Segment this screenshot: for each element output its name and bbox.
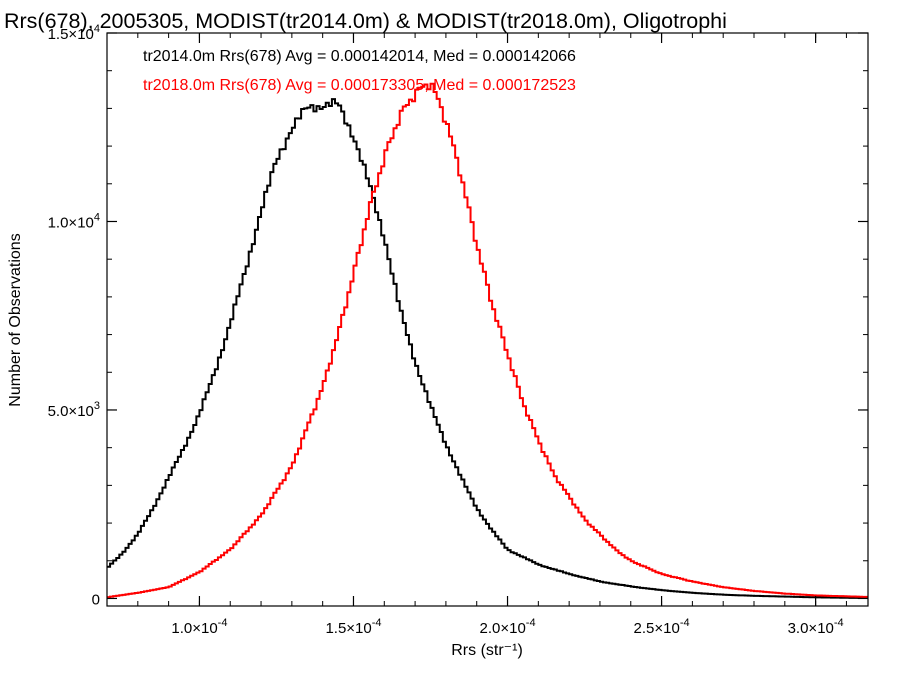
x-tick-label: 3.0×10-4: [788, 617, 844, 637]
y-tick-label: 5.0×103: [48, 400, 100, 420]
series-stat-label-tr2014.0m: tr2014.0m Rrs(678) Avg = 0.000142014, Me…: [143, 48, 576, 65]
ticks-layer: [107, 32, 868, 606]
x-tick-label: 2.5×10-4: [634, 617, 690, 637]
series-stat-label-tr2018.0m: tr2018.0m Rrs(678) Avg = 0.000173305, Me…: [143, 77, 576, 94]
labels-layer: 1.0×10-4 1.5×10-4 2.0×10-4 2.5×10-4 3.0×10-4…: [48, 23, 844, 637]
x-axis-title: Rrs (str⁻¹): [451, 642, 523, 659]
stats-layer: tr2014.0m Rrs(678) Avg = 0.000142014, Me…: [143, 48, 576, 94]
series-layer: [107, 82, 868, 600]
series-line-tr2014.0m: [107, 98, 868, 600]
series-line-tr2018.0m: [107, 82, 868, 599]
y-axis-title: Number of Observations: [7, 233, 24, 406]
y-tick-label: 1.5×104: [48, 23, 100, 43]
x-tick-label: 2.0×10-4: [479, 617, 535, 637]
x-tick-label: 1.5×10-4: [325, 617, 381, 637]
y-tick-label: 1.0×104: [48, 211, 100, 231]
chart-title: Rrs(678), 2005305, MODIST(tr2014.0m) & M…: [4, 9, 727, 33]
x-tick-label: 1.0×10-4: [171, 617, 227, 637]
y-tick-label: 0: [92, 591, 100, 608]
plot-frame: [106, 32, 869, 607]
